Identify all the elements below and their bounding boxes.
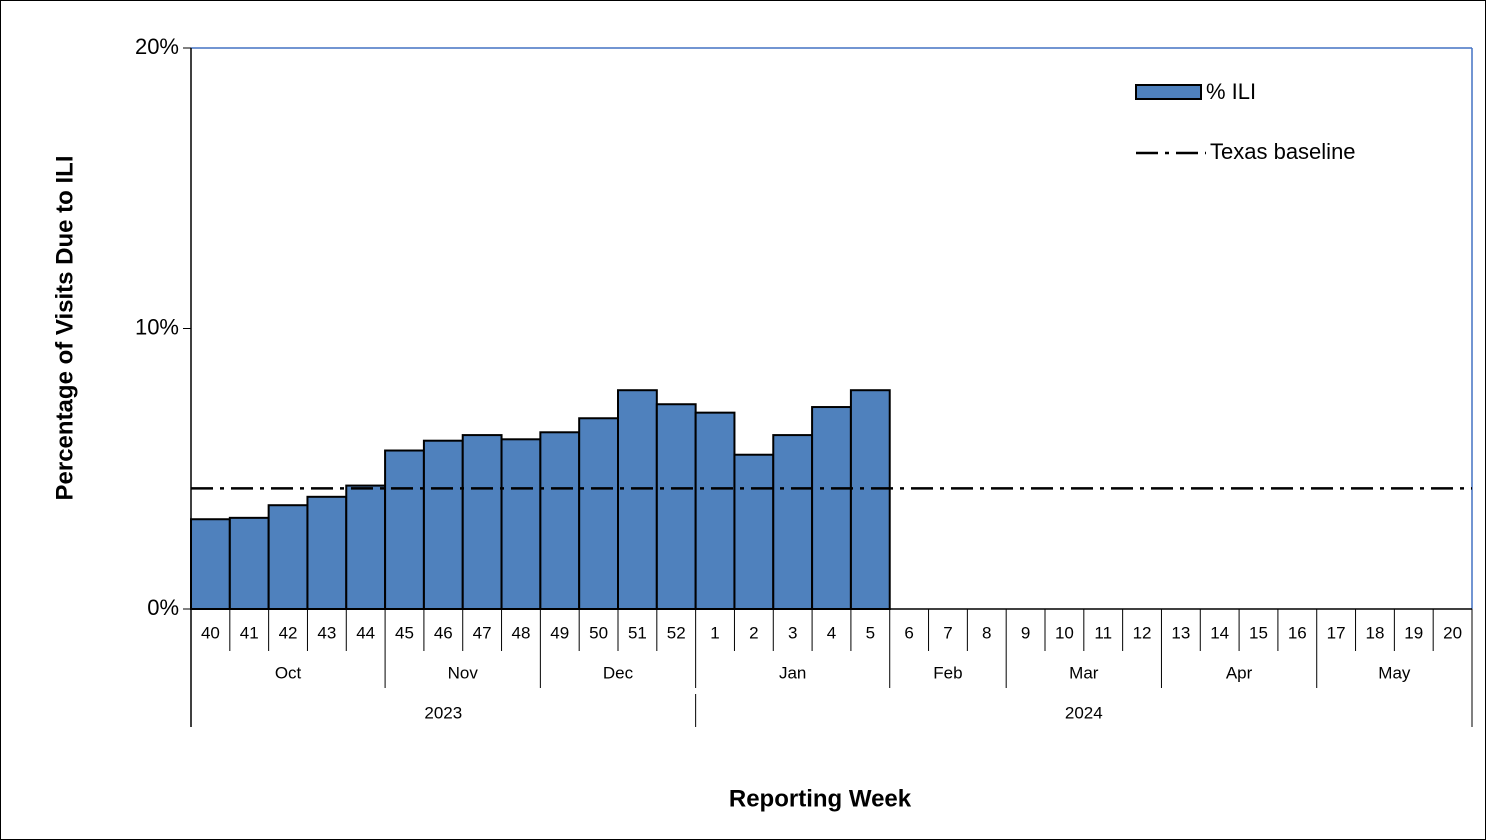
x-tick-label: 14 xyxy=(1210,623,1229,642)
bar xyxy=(772,434,814,610)
x-tick-label: 51 xyxy=(628,623,647,642)
x-tick-label: 42 xyxy=(279,623,298,642)
x-tick-label: 8 xyxy=(982,623,991,642)
bar xyxy=(655,403,697,610)
bar xyxy=(500,438,542,610)
bar xyxy=(422,439,464,611)
x-tick-label: 9 xyxy=(1021,623,1030,642)
bar xyxy=(617,389,658,610)
x-tick-label: 45 xyxy=(395,623,414,642)
bar xyxy=(384,449,425,610)
bar xyxy=(228,516,270,611)
x-tick-label: 47 xyxy=(473,623,492,642)
x-tick-label: 16 xyxy=(1288,623,1307,642)
bar xyxy=(811,406,852,611)
month-label: Nov xyxy=(448,663,479,682)
x-tick-label: 18 xyxy=(1365,623,1384,642)
x-tick-label: 3 xyxy=(788,623,797,642)
month-label: Apr xyxy=(1226,663,1253,682)
x-axis-title: Reporting Week xyxy=(729,785,912,812)
x-tick-label: 5 xyxy=(866,623,875,642)
month-label: May xyxy=(1378,663,1411,682)
year-label: 2023 xyxy=(424,703,462,722)
y-axis-title: Percentage of Visits Due to ILI xyxy=(51,156,78,501)
x-tick-label: 49 xyxy=(550,623,569,642)
x-tick-label: 46 xyxy=(434,623,453,642)
y-tick-label: 10% xyxy=(135,314,179,339)
month-label: Jan xyxy=(779,663,806,682)
x-tick-label: 1 xyxy=(710,623,719,642)
x-tick-label: 12 xyxy=(1133,623,1152,642)
bar xyxy=(849,389,891,610)
x-tick-label: 17 xyxy=(1327,623,1346,642)
x-tick-label: 40 xyxy=(201,623,220,642)
x-tick-label: 2 xyxy=(749,623,758,642)
x-tick-label: 44 xyxy=(356,623,375,642)
bar xyxy=(733,453,775,610)
y-tick-label: 0% xyxy=(147,595,179,620)
bar xyxy=(461,434,503,610)
y-tick-label: 20% xyxy=(135,34,179,59)
x-tick-label: 15 xyxy=(1249,623,1268,642)
x-tick-label: 4 xyxy=(827,623,836,642)
legend-swatch xyxy=(1135,84,1202,100)
bar xyxy=(306,495,348,610)
x-tick-label: 52 xyxy=(667,623,686,642)
legend-label: % ILI xyxy=(1206,79,1256,104)
bar xyxy=(694,411,736,610)
x-tick-label: 48 xyxy=(511,623,530,642)
legend-label: Texas baseline xyxy=(1210,139,1356,164)
x-tick-label: 6 xyxy=(904,623,913,642)
bar xyxy=(539,431,581,610)
x-tick-label: 13 xyxy=(1171,623,1190,642)
bar xyxy=(578,417,620,611)
bar xyxy=(267,504,309,610)
x-tick-label: 41 xyxy=(240,623,259,642)
x-tick-label: 10 xyxy=(1055,623,1074,642)
x-tick-label: 11 xyxy=(1094,623,1112,642)
year-label: 2024 xyxy=(1065,703,1103,722)
x-tick-label: 50 xyxy=(589,623,608,642)
month-label: Mar xyxy=(1069,663,1099,682)
x-tick-label: 20 xyxy=(1443,623,1462,642)
x-tick-label: 7 xyxy=(943,623,952,642)
month-label: Oct xyxy=(275,663,302,682)
bar xyxy=(345,484,387,610)
month-label: Dec xyxy=(603,663,634,682)
x-tick-label: 43 xyxy=(317,623,336,642)
bar xyxy=(190,518,231,610)
x-tick-label: 19 xyxy=(1404,623,1423,642)
month-label: Feb xyxy=(933,663,962,682)
